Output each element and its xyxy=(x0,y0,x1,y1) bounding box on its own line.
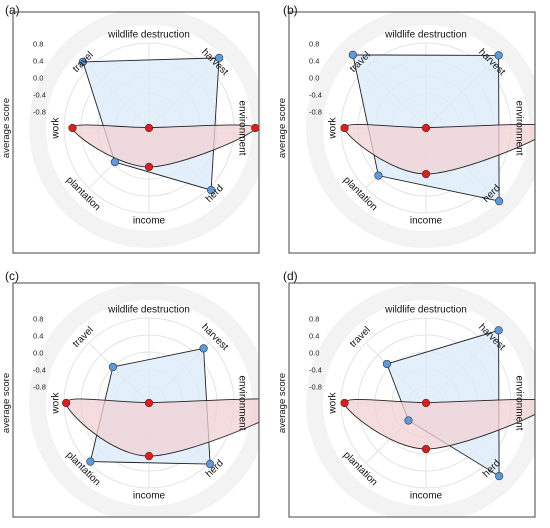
radial-tick-label: 0.8 xyxy=(33,315,43,324)
panel-label: (a) xyxy=(5,3,20,17)
radial-tick-label: -0.8 xyxy=(309,108,322,117)
category-label-work: work xyxy=(51,116,62,139)
series-1-point-harvest xyxy=(199,344,208,353)
panel-label: (d) xyxy=(283,269,298,283)
category-label-wildlife-destruction: wildlife destruction xyxy=(384,305,467,316)
radial-tick-label: 0.4 xyxy=(309,57,319,66)
series-1-point-herd xyxy=(206,460,215,469)
radial-tick-label: 0.4 xyxy=(33,57,43,66)
radial-tick-label: 0.0 xyxy=(309,74,319,83)
category-label-income: income xyxy=(410,216,443,227)
series-2-point-income xyxy=(144,162,154,172)
series-1-point-travel xyxy=(78,57,87,66)
radial-tick-label: 0.0 xyxy=(33,349,43,358)
radial-tick-label: -0.8 xyxy=(33,108,46,117)
category-label-environment: environment xyxy=(513,375,524,430)
series-2-point-environment xyxy=(287,399,295,407)
center-point xyxy=(144,398,154,408)
series-2-point-work xyxy=(68,123,77,133)
radial-tick-label: 0.4 xyxy=(309,332,319,341)
y-axis-label: average score xyxy=(277,373,288,433)
series-2-point-income xyxy=(421,444,431,454)
center-point xyxy=(144,123,154,133)
panel-d: (d) wildlife destructionharvestenvironmen… xyxy=(277,269,536,518)
y-axis-label: average score xyxy=(1,98,12,158)
series-2-point-work xyxy=(340,398,349,408)
series-1-point-plantation xyxy=(374,171,383,180)
y-axis-label: average score xyxy=(1,373,12,433)
series-2-point-income xyxy=(421,169,431,179)
panel-frame xyxy=(288,11,536,254)
category-label-income: income xyxy=(133,491,166,502)
y-axis-label: average score xyxy=(277,98,288,158)
category-label-wildlife-destruction: wildlife destruction xyxy=(107,30,190,41)
category-label-wildlife-destruction: wildlife destruction xyxy=(384,30,467,41)
series-2-point-work xyxy=(340,123,349,133)
plot-area: wildlife destructionharvestenvironmenthe… xyxy=(306,12,535,248)
radial-tick-label: -0.4 xyxy=(309,91,322,100)
plot-area: wildlife destructionharvestenvironmenthe… xyxy=(306,283,535,517)
panel-label: (b) xyxy=(283,3,298,17)
radial-tick-label: 0.0 xyxy=(309,349,319,358)
radial-tick-label: -0.8 xyxy=(33,383,46,392)
radial-tick-label: 0.8 xyxy=(309,40,319,49)
category-label-work: work xyxy=(51,391,62,414)
series-1-point-herd xyxy=(495,472,504,481)
panel-frame xyxy=(288,282,536,518)
radial-tick-label: 0.0 xyxy=(33,74,43,83)
radial-tick-label: 0.8 xyxy=(309,315,319,324)
category-label-environment: environment xyxy=(236,100,247,155)
series-2-point-environment xyxy=(251,123,259,133)
panel-b: (b) wildlife destructionharvestenvironmen… xyxy=(277,3,536,254)
plot-area: wildlife destructionharvestenvironmenthe… xyxy=(29,283,295,517)
category-label-wildlife-destruction: wildlife destruction xyxy=(107,305,190,316)
series-1-point-travel xyxy=(382,359,392,369)
series-1-point-travel xyxy=(108,362,118,372)
category-label-income: income xyxy=(410,491,443,502)
center-point xyxy=(421,398,431,408)
series-1-point-travel xyxy=(348,50,357,59)
series-2-point-income xyxy=(144,452,154,461)
series-2-point-work xyxy=(62,398,71,408)
series-1-point-herd xyxy=(207,186,216,195)
panel-a: (a) wildlife destructionharvestenvironmen… xyxy=(1,3,260,254)
category-label-income: income xyxy=(133,216,166,227)
radial-tick-label: -0.4 xyxy=(33,91,46,100)
series-1-point-herd xyxy=(495,197,504,206)
category-label-environment: environment xyxy=(236,375,247,430)
center-point xyxy=(421,123,431,133)
radial-tick-label: -0.4 xyxy=(309,366,322,375)
radial-tick-label: 0.8 xyxy=(33,40,43,49)
series-1-point-harvest xyxy=(494,51,503,60)
radial-tick-label: -0.8 xyxy=(309,383,322,392)
category-label-work: work xyxy=(328,391,339,414)
series-1-point-plantation xyxy=(110,157,120,167)
series-1-point-plantation xyxy=(86,457,95,466)
panel-c: (c) wildlife destructionharvestenvironmen… xyxy=(1,269,295,518)
category-label-work: work xyxy=(328,116,339,139)
plot-area: wildlife destructionharvestenvironmenthe… xyxy=(29,12,259,248)
series-1-point-plantation xyxy=(404,416,413,425)
series-1-point-harvest xyxy=(215,53,224,62)
radial-tick-label: -0.4 xyxy=(33,366,46,375)
panel-frame xyxy=(12,11,260,254)
panel-frame xyxy=(12,282,260,518)
category-label-environment: environment xyxy=(513,100,524,155)
radial-tick-label: 0.4 xyxy=(33,332,43,341)
panel-label: (c) xyxy=(5,269,19,283)
series-1-point-harvest xyxy=(494,326,503,335)
